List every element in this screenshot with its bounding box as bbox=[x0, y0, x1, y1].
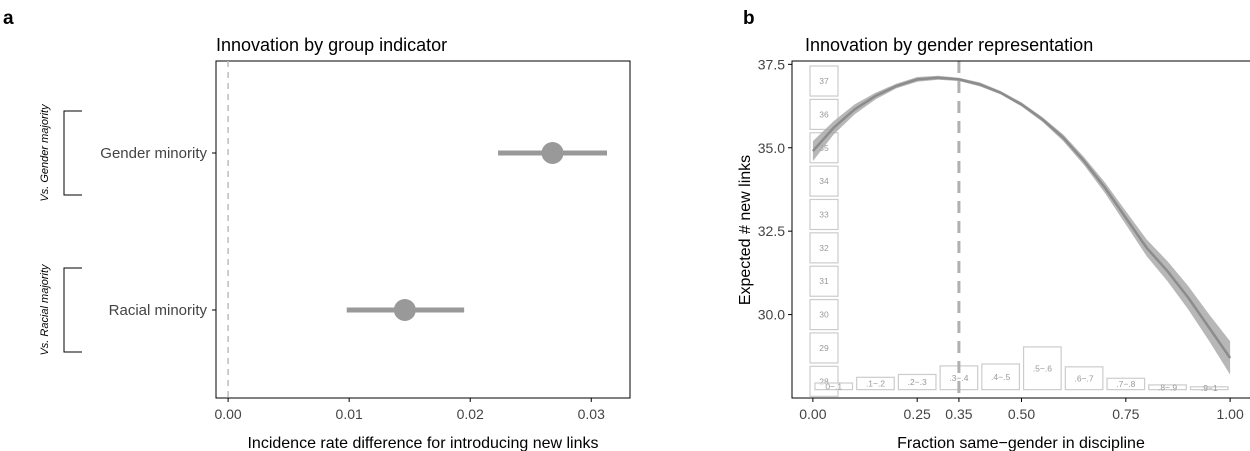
y-distribution-label: 30 bbox=[819, 310, 829, 320]
estimate-point bbox=[393, 299, 416, 321]
y-distribution-label: 36 bbox=[819, 109, 829, 119]
x-tick-label: 0.75 bbox=[1112, 406, 1139, 422]
x-distribution-label: .2−.3 bbox=[908, 377, 927, 387]
panel-b-x-ticks: 0.00 0.25 0.35 0.50 0.75 1.00 bbox=[799, 398, 1244, 422]
panel-b-frame bbox=[791, 60, 1250, 399]
x-tick-label: 0.50 bbox=[1008, 406, 1035, 422]
x-distribution-box bbox=[1189, 386, 1229, 391]
panel-b-title: Innovation by gender representation bbox=[805, 35, 1093, 55]
panel-b-label: b bbox=[743, 8, 755, 29]
group-bracket bbox=[63, 110, 82, 196]
x-tick-label: 0.35 bbox=[945, 406, 972, 422]
panel-a-category-labels: Gender minority Racial minority bbox=[100, 145, 216, 319]
panel-a-x-ticks: 0.00 0.01 0.02 0.03 bbox=[214, 398, 605, 422]
panel-b-y-axis-title: Expected # new links bbox=[737, 155, 754, 305]
panel-a-title: Innovation by group indicator bbox=[216, 35, 447, 55]
y-distribution-label: 28 bbox=[819, 376, 829, 386]
panel-a: a Innovation by group indicator 0.00 0.01… bbox=[3, 8, 631, 451]
x-distribution-label: .8−.9 bbox=[1158, 382, 1177, 392]
y-distribution-label: 33 bbox=[819, 209, 829, 219]
x-distribution-label: .9−1 bbox=[1201, 383, 1218, 393]
x-tick-label: 0.00 bbox=[799, 406, 826, 422]
x-tick-label: 0.00 bbox=[214, 406, 241, 422]
y-distribution-box bbox=[809, 265, 839, 297]
y-distribution-label: 31 bbox=[819, 276, 829, 286]
x-distribution-label: .7−.8 bbox=[1116, 379, 1135, 389]
panel-a-frame bbox=[215, 60, 631, 399]
y-distribution-box bbox=[809, 365, 839, 397]
x-tick-label: 0.25 bbox=[904, 406, 931, 422]
x-distribution-box bbox=[814, 382, 854, 391]
group-bracket bbox=[63, 267, 82, 353]
x-tick-label: 0.02 bbox=[457, 406, 484, 422]
category-label: Racial minority bbox=[109, 302, 208, 319]
x-tick-label: 0.01 bbox=[336, 406, 363, 422]
x-distribution-label: .5−.6 bbox=[1033, 363, 1052, 373]
panel-b-fit-line bbox=[811, 76, 1232, 359]
panel-a-group-brackets: Vs. Gender majority Vs. Racial majority bbox=[39, 103, 82, 356]
y-distribution-label: 37 bbox=[819, 76, 829, 86]
y-distribution-label: 34 bbox=[819, 176, 829, 186]
panel-b-y-ticks: 30.0 32.5 35.0 37.5 bbox=[758, 56, 792, 323]
x-distribution-box bbox=[856, 376, 895, 391]
x-distribution-box bbox=[1064, 366, 1104, 391]
y-tick-label: 35.0 bbox=[758, 140, 785, 156]
x-distribution-label: 0−.1 bbox=[825, 381, 842, 391]
x-distribution-box bbox=[1148, 384, 1187, 391]
y-distribution-box bbox=[809, 65, 839, 97]
x-tick-label: 0.03 bbox=[578, 406, 605, 422]
y-tick-label: 37.5 bbox=[758, 56, 785, 72]
x-distribution-label: .6−.7 bbox=[1075, 373, 1094, 383]
x-tick-label: 1.00 bbox=[1217, 406, 1244, 422]
category-label: Gender minority bbox=[100, 145, 207, 162]
y-distribution-label: 29 bbox=[819, 343, 829, 353]
y-distribution-box bbox=[809, 232, 839, 264]
x-distribution-box bbox=[897, 373, 937, 391]
x-distribution-label: .1−.2 bbox=[866, 378, 885, 388]
group-bracket-label: Vs. Racial majority bbox=[39, 263, 51, 356]
panel-a-label: a bbox=[3, 8, 14, 29]
x-distribution-box bbox=[1106, 377, 1146, 391]
x-distribution-label: .3−.4 bbox=[949, 373, 968, 383]
panel-a-x-axis-title: Incidence rate difference for introducin… bbox=[247, 435, 598, 451]
panel-b-x-distribution-boxes: 0−.1 .1−.2 .2−.3 .3−.4 .4−.5 .5−.6 .6−.7 .7−.8.… bbox=[814, 346, 1229, 393]
panel-a-point-ranges bbox=[346, 142, 607, 321]
y-tick-label: 30.0 bbox=[758, 307, 785, 323]
x-distribution-box bbox=[1022, 346, 1062, 391]
y-distribution-box bbox=[809, 165, 839, 197]
panel-b-confidence-band bbox=[812, 75, 1231, 375]
x-distribution-box bbox=[981, 363, 1021, 391]
y-distribution-box bbox=[809, 332, 839, 364]
group-bracket-label: Vs. Gender majority bbox=[39, 103, 51, 202]
y-distribution-box bbox=[809, 198, 839, 231]
y-distribution-label: 32 bbox=[819, 243, 829, 253]
x-distribution-label: .4−.5 bbox=[991, 372, 1010, 382]
y-distribution-box bbox=[809, 298, 839, 331]
panel-b-y-distribution-boxes: 28 29 30 31 32 33 34 35 36 37 bbox=[809, 65, 839, 397]
y-tick-label: 32.5 bbox=[758, 223, 785, 239]
panel-b: b Innovation by gender representation 28… bbox=[737, 8, 1250, 451]
panel-b-x-axis-title: Fraction same−gender in discipline bbox=[897, 435, 1145, 451]
estimate-point bbox=[541, 142, 564, 164]
y-distribution-label: 35 bbox=[819, 143, 829, 153]
